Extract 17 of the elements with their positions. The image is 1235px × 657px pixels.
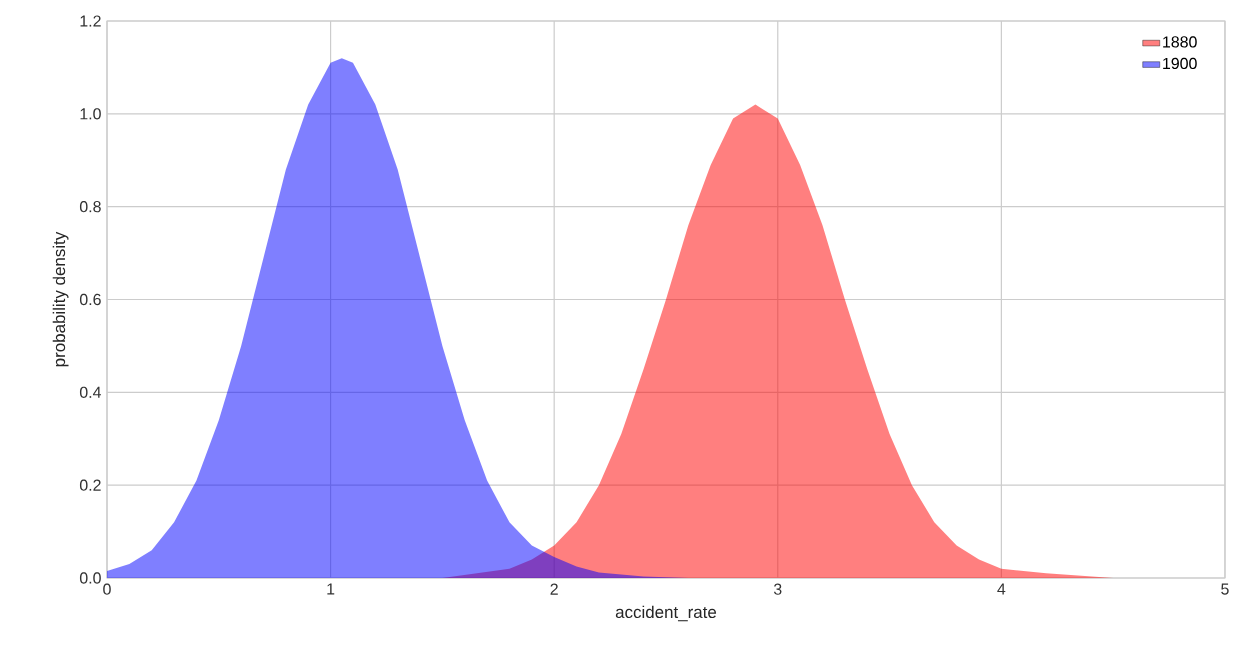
x-tick-label: 4	[997, 583, 1006, 595]
x-tick-label: 5	[1221, 583, 1229, 595]
x-axis-title: accident_rate	[615, 605, 717, 622]
y-axis-title: probability density	[52, 231, 69, 367]
y-tick-label: 0.6	[79, 293, 101, 306]
y-tick-label: 0.0	[79, 572, 101, 584]
y-tick-label: 0.4	[79, 386, 102, 398]
legend-label: 1880	[1163, 36, 1197, 48]
y-tick-label: 0.8	[79, 201, 101, 213]
y-tick-label: 1.0	[80, 108, 101, 120]
x-tick-label: 0	[103, 583, 111, 595]
x-tick-label: 3	[773, 583, 782, 595]
x-tick-label: 1	[327, 583, 335, 595]
legend-label: 1900	[1163, 57, 1197, 70]
y-tick-label: 0.2	[79, 479, 101, 491]
x-tick-label: 2	[550, 583, 558, 595]
y-tick-label: 1.2	[80, 15, 101, 27]
